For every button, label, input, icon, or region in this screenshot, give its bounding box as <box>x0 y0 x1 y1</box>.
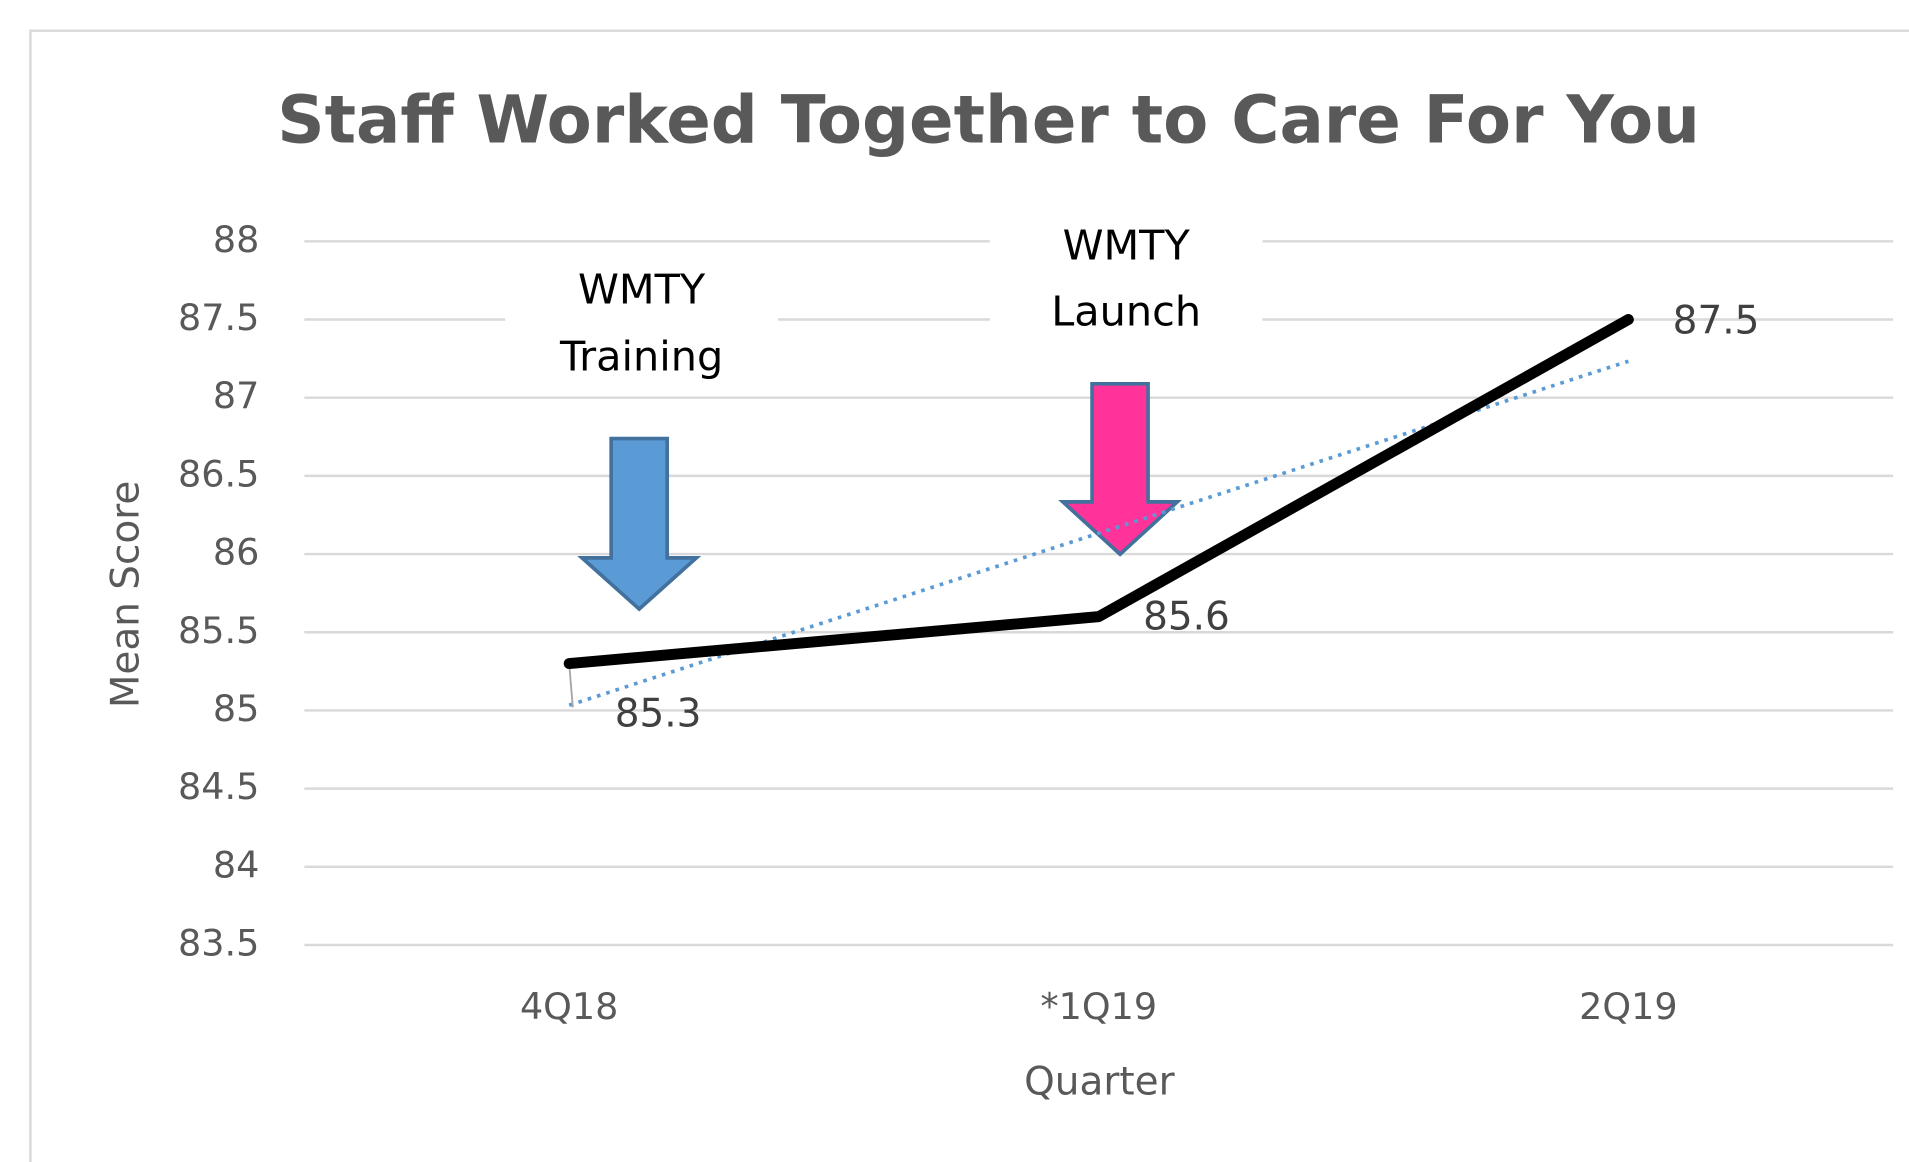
x-tick-label: 2Q19 <box>1579 985 1677 1028</box>
y-tick-label: 86 <box>213 531 259 574</box>
annotation-text: Training <box>559 332 723 380</box>
annotation-arrow <box>577 436 702 612</box>
line-series <box>563 314 1634 670</box>
y-axis-label: Mean Score <box>103 481 148 709</box>
annotation-background <box>989 214 1263 349</box>
x-tick-label: *1Q19 <box>1040 985 1157 1028</box>
x-axis-label: Quarter <box>1024 1059 1175 1104</box>
annotation-text: WMTY <box>578 265 706 313</box>
chart-border <box>29 29 1909 1162</box>
y-tick-label: 85 <box>213 687 259 730</box>
annotation-text: WMTY <box>1063 222 1191 270</box>
annotation-background <box>505 258 778 394</box>
y-tick-label: 87.5 <box>178 296 259 339</box>
data-label: 85.6 <box>1143 595 1230 640</box>
y-tick-label: 84.5 <box>178 765 259 808</box>
y-tick-label: 85.5 <box>178 609 259 652</box>
y-tick-label: 88 <box>213 218 259 261</box>
data-label: 87.5 <box>1673 299 1760 344</box>
data-label: 85.3 <box>615 691 702 736</box>
label-leader <box>568 663 574 708</box>
annotation-text: Launch <box>1051 287 1201 335</box>
y-tick-label: 86.5 <box>178 452 259 495</box>
y-tick-label: 83.5 <box>178 922 259 965</box>
y-tick-label: 84 <box>213 843 259 886</box>
x-tick-label: 4Q18 <box>520 985 618 1028</box>
y-tick-label: 87 <box>213 374 259 417</box>
chart-title: Staff Worked Together to Care For You <box>277 82 1700 159</box>
annotation-arrow <box>1058 381 1182 557</box>
